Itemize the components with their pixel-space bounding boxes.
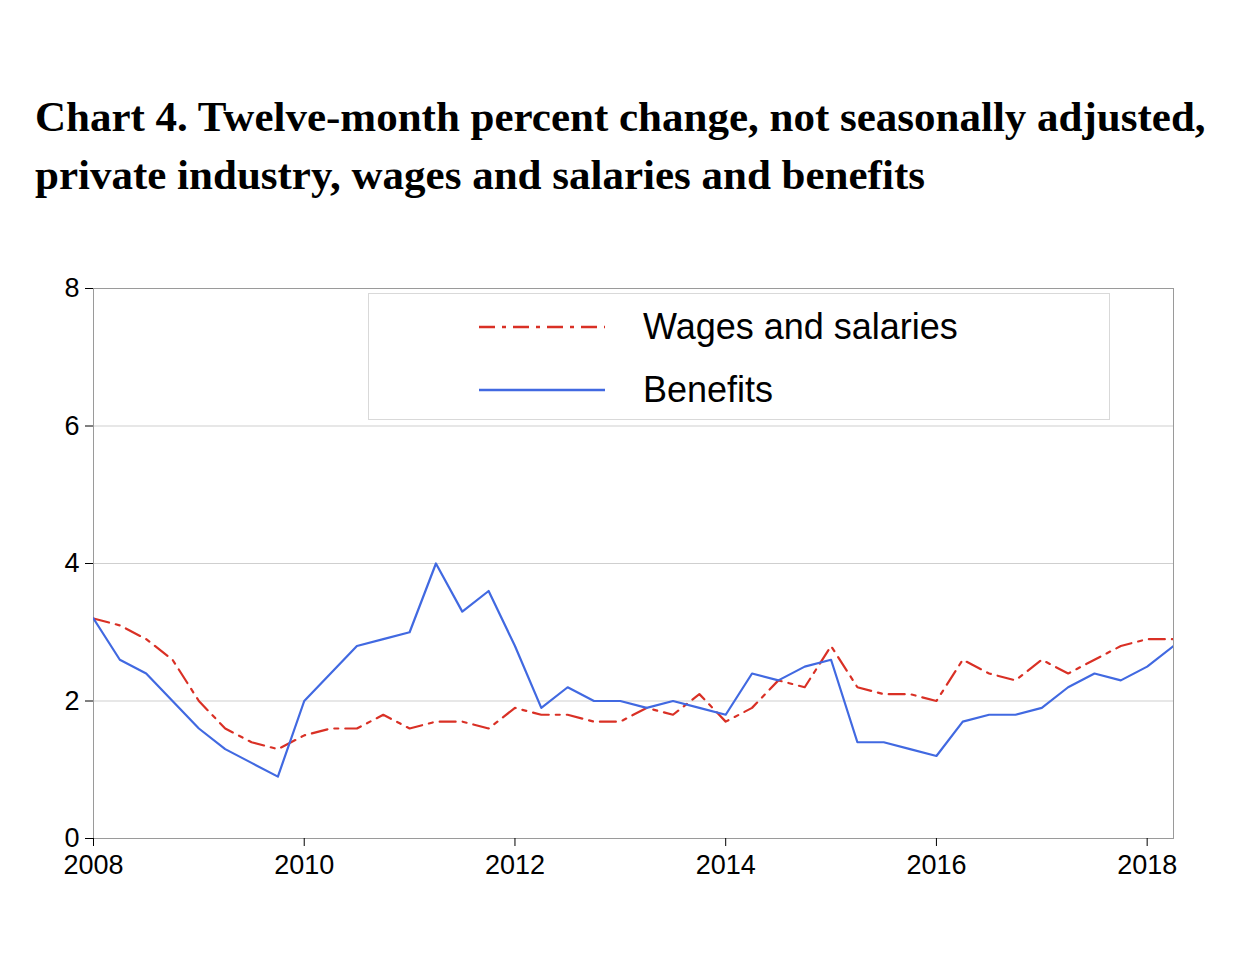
html-text:Chart 4. Twelve-month percent: Chart 4. Twelve-month percent change, no… bbox=[35, 93, 1206, 198]
svg-text:8: 8 bbox=[64, 273, 79, 303]
svg-text:2018: 2018 bbox=[1117, 850, 1177, 880]
svg-text:2014: 2014 bbox=[696, 850, 756, 880]
svg-text:2: 2 bbox=[64, 686, 79, 716]
svg-text:2010: 2010 bbox=[274, 850, 334, 880]
svg-text:2008: 2008 bbox=[63, 850, 123, 880]
html-text:Wages and salaries: Wages and salaries bbox=[643, 306, 958, 347]
html-text:Benefits: Benefits bbox=[643, 369, 774, 410]
svg-text:2012: 2012 bbox=[485, 850, 545, 880]
svg-text:0: 0 bbox=[64, 823, 79, 853]
svg-text:4: 4 bbox=[64, 548, 79, 578]
svg-text:6: 6 bbox=[64, 411, 79, 441]
svg-text:2016: 2016 bbox=[906, 850, 966, 880]
